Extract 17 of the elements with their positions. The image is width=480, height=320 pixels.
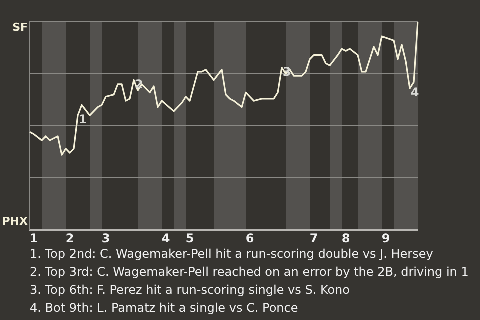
annotation: 1: [78, 112, 88, 127]
text: 2. Top 3rd: C. Wagemaker-Pell reached on an error by the 2B, driving in 1: [30, 264, 470, 281]
x-tick-label: 8: [342, 231, 350, 246]
annotation: 4: [410, 86, 420, 100]
x-tick-label: 5: [186, 231, 194, 246]
text: 1. Top 2nd: C. Wagemaker-Pell hit a run-scoring double vs J. Hersey: [30, 246, 434, 263]
x-tick-label: 1: [30, 231, 38, 246]
x-tick-label: 4: [162, 231, 170, 246]
x-tick-label: 2: [66, 231, 74, 246]
x-tick-label: 7: [310, 231, 318, 246]
x-tick-label: 3: [102, 231, 110, 246]
text: 3. Top 6th: F. Perez hit a run-scoring single vs S. Kono: [30, 282, 352, 299]
text: 4. Bot 9th: L. Pamatz hit a single vs C. Ponce: [30, 300, 300, 317]
x-tick-label: 6: [246, 231, 254, 246]
text: PHX: [2, 214, 29, 228]
text: SF: [12, 20, 28, 34]
x-tick-label: 9: [382, 231, 390, 246]
